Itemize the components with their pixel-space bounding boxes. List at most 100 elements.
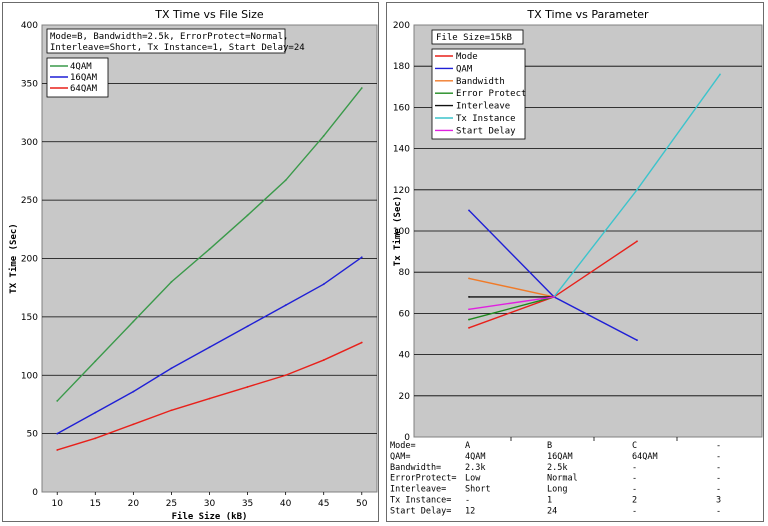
data-point — [170, 367, 173, 370]
data-point — [719, 73, 721, 76]
parameter-table-cell: A — [465, 441, 470, 451]
y-axis-label: Tx Time (Sec) — [392, 196, 403, 266]
data-point — [468, 296, 470, 298]
chart-parameter-panel: 0 20 40 60 80 100 120 140 160 180 200 TX Time vs Pa… — [386, 2, 764, 522]
conditions-text: Interleave=Short, Tx Instance=1, Start D… — [50, 43, 305, 53]
series-line — [468, 277, 555, 298]
data-point — [170, 280, 173, 283]
data-point — [170, 409, 173, 412]
legend-label: Bandwidth — [456, 77, 505, 87]
data-point — [360, 341, 363, 344]
data-point — [636, 240, 638, 243]
chart-parameter-svg: 0 20 40 60 80 100 120 140 160 180 200 TX Time vs Pa… — [390, 8, 763, 516]
parameter-table-cell: 2.3k — [465, 463, 485, 473]
data-point — [246, 386, 249, 388]
parameter-table-cell: 4QAM — [465, 452, 485, 462]
y-tick-label: 50 — [27, 430, 39, 440]
x-tick-label: 35 — [242, 499, 253, 509]
y-tick-label: 180 — [393, 62, 410, 72]
data-point — [208, 248, 211, 251]
parameter-table-cell: C — [632, 441, 637, 451]
data-point — [553, 296, 555, 298]
data-point — [208, 346, 211, 349]
data-point — [468, 326, 470, 329]
y-axis-label: TX Time (Sec) — [8, 223, 19, 293]
parameter-table-cell: Mode= — [390, 441, 416, 451]
data-point — [360, 256, 363, 259]
data-point — [468, 308, 470, 311]
parameter-table-cell: - — [716, 452, 721, 462]
parameter-table-cell: QAM= — [390, 452, 410, 462]
x-axis-label: File Size (kB) — [172, 511, 248, 522]
parameter-table-cell: Tx Instance= — [390, 496, 451, 506]
parameter-table-cell: 2 — [632, 496, 637, 506]
data-point — [94, 360, 97, 363]
y-tick-label: 80 — [399, 268, 411, 278]
y-tick-label: 200 — [393, 21, 410, 31]
data-point — [322, 283, 325, 286]
data-point — [636, 339, 638, 342]
chart-title: TX Time vs Parameter — [526, 8, 649, 21]
parameter-table-cell: Interleave= — [390, 485, 446, 495]
parameter-table-cell: Bandwidth= — [390, 463, 441, 473]
data-point — [284, 304, 287, 307]
y-tick-label: 140 — [393, 145, 410, 155]
parameter-table-cell: - — [632, 463, 637, 473]
data-point — [246, 325, 249, 328]
legend-label: 16QAM — [70, 73, 98, 83]
x-tick-label: 40 — [280, 499, 292, 509]
x-tick-label: 10 — [52, 499, 64, 509]
x-tick-label: 25 — [166, 499, 177, 509]
parameter-table-cell: 1 — [547, 496, 552, 506]
data-point — [468, 318, 470, 321]
chart-title: TX Time vs File Size — [154, 8, 264, 21]
parameter-table-cell: 64QAM — [632, 452, 658, 462]
data-point — [132, 423, 135, 426]
parameter-table-cell: - — [632, 474, 637, 484]
data-point — [284, 179, 287, 182]
conditions-box — [46, 28, 286, 54]
series-line — [468, 296, 555, 310]
parameter-table-cell: Low — [465, 474, 481, 484]
data-point — [284, 374, 287, 377]
chart-file-size-svg: 0 50 100 150 200 250 300 350 400 10 15 20 25 30 35 40 45… — [8, 8, 378, 522]
y-tick-label: 300 — [21, 138, 38, 148]
data-point — [246, 214, 249, 217]
y-tick-label: 40 — [399, 351, 411, 361]
y-tick-label: 150 — [21, 313, 38, 323]
parameter-table-cell: - — [716, 485, 721, 495]
y-tick-label: 100 — [393, 227, 410, 237]
y-tick-label: 350 — [21, 79, 38, 89]
file-size-box — [431, 29, 524, 45]
data-point — [94, 437, 97, 440]
data-point — [636, 188, 638, 191]
legend-label: 4QAM — [70, 62, 92, 72]
parameter-table-cell: - — [716, 506, 721, 516]
parameter-table-cell: - — [716, 463, 721, 473]
parameter-table-cell: Normal — [547, 474, 578, 484]
parameter-table-cell: - — [716, 474, 721, 484]
y-tick-label: 120 — [393, 186, 410, 196]
conditions-text: Mode=B, Bandwidth=2.5k, ErrorProtect=Nor… — [50, 32, 288, 42]
legend-label: Tx Instance — [456, 114, 516, 124]
parameter-table-cell: - — [716, 441, 721, 451]
parameter-table-cell: Long — [547, 485, 567, 495]
data-point — [360, 87, 363, 89]
parameter-table-cell: Short — [465, 485, 491, 495]
y-tick-label: 0 — [32, 488, 38, 498]
y-tick-label: 250 — [21, 196, 38, 206]
parameter-table-cell: 12 — [465, 506, 475, 516]
data-point — [322, 135, 325, 137]
legend-label: 64QAM — [70, 84, 98, 94]
parameter-table-cell: 16QAM — [547, 452, 573, 462]
x-tick-label: 50 — [356, 499, 368, 509]
data-point — [94, 411, 97, 414]
data-point — [132, 320, 135, 323]
data-point — [56, 432, 59, 435]
parameter-table-cell: ErrorProtect= — [390, 474, 457, 484]
data-point — [132, 390, 135, 393]
y-tick-label: 100 — [21, 371, 38, 381]
parameter-table-cell: 24 — [547, 506, 557, 516]
parameter-table-cell: Start Delay= — [390, 506, 451, 516]
legend-label: QAM — [456, 64, 473, 74]
